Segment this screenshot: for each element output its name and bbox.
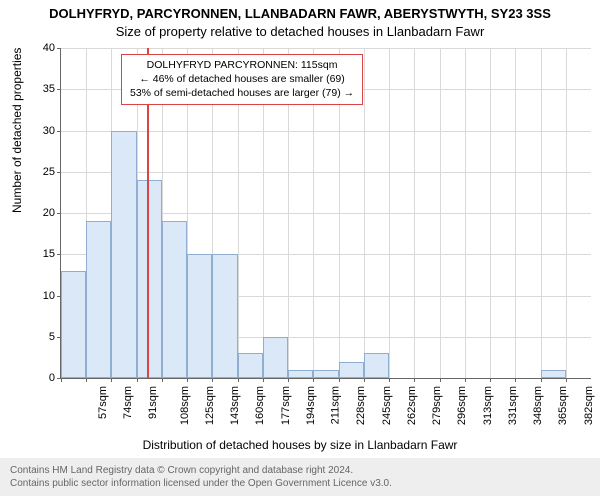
gridline-v xyxy=(541,48,542,378)
footer-line-2: Contains public sector information licen… xyxy=(10,477,590,490)
xtick-label: 348sqm xyxy=(532,386,544,425)
histogram-bar xyxy=(313,370,338,378)
histogram-bar xyxy=(238,353,263,378)
xtick-mark xyxy=(313,378,314,382)
xtick-mark xyxy=(515,378,516,382)
ytick-label: 15 xyxy=(15,248,55,260)
histogram-bar xyxy=(541,370,566,378)
xtick-mark xyxy=(111,378,112,382)
histogram-bar xyxy=(137,180,162,378)
xtick-mark xyxy=(364,378,365,382)
histogram-bar xyxy=(61,271,86,378)
histogram-bar xyxy=(187,254,212,378)
xtick-label: 313sqm xyxy=(482,386,494,425)
xtick-mark xyxy=(490,378,491,382)
footer: Contains HM Land Registry data © Crown c… xyxy=(0,458,600,496)
gridline-h xyxy=(61,48,591,49)
ytick-mark xyxy=(57,131,61,132)
xtick-label: 108sqm xyxy=(179,386,191,425)
histogram-bar xyxy=(162,221,187,378)
gridline-v xyxy=(364,48,365,378)
annotation-line-1: DOLHYFRYD PARCYRONNEN: 115sqm xyxy=(130,58,354,72)
x-axis-title: Distribution of detached houses by size … xyxy=(0,438,600,452)
xtick-mark xyxy=(238,378,239,382)
histogram-bar xyxy=(86,221,111,378)
xtick-label: 382sqm xyxy=(583,386,595,425)
xtick-mark xyxy=(162,378,163,382)
histogram-bar xyxy=(288,370,313,378)
xtick-label: 143sqm xyxy=(229,386,241,425)
xtick-label: 177sqm xyxy=(280,386,292,425)
gridline-v xyxy=(414,48,415,378)
xtick-label: 331sqm xyxy=(507,386,519,425)
xtick-label: 74sqm xyxy=(122,386,134,419)
xtick-mark xyxy=(61,378,62,382)
xtick-mark xyxy=(187,378,188,382)
gridline-h xyxy=(61,131,591,132)
xtick-label: 211sqm xyxy=(329,386,341,424)
annotation-box: DOLHYFRYD PARCYRONNEN: 115sqm← 46% of de… xyxy=(121,54,363,105)
plot-area: DOLHYFRYD PARCYRONNEN: 115sqm← 46% of de… xyxy=(60,48,591,379)
xtick-mark xyxy=(86,378,87,382)
xtick-label: 279sqm xyxy=(431,386,443,425)
xtick-mark xyxy=(465,378,466,382)
histogram-bar xyxy=(263,337,288,378)
xtick-mark xyxy=(440,378,441,382)
annotation-line-3: 53% of semi-detached houses are larger (… xyxy=(130,86,354,100)
xtick-label: 194sqm xyxy=(305,386,317,425)
xtick-mark xyxy=(566,378,567,382)
gridline-v xyxy=(515,48,516,378)
xtick-label: 91sqm xyxy=(148,386,160,419)
ytick-label: 20 xyxy=(15,207,55,219)
xtick-label: 365sqm xyxy=(557,386,569,425)
annotation-line-2: ← 46% of detached houses are smaller (69… xyxy=(130,72,354,86)
ytick-label: 0 xyxy=(15,372,55,384)
ytick-mark xyxy=(57,48,61,49)
chart-title-main: DOLHYFRYD, PARCYRONNEN, LLANBADARN FAWR,… xyxy=(0,6,600,21)
gridline-v xyxy=(566,48,567,378)
gridline-h xyxy=(61,172,591,173)
xtick-mark xyxy=(288,378,289,382)
xtick-mark xyxy=(263,378,264,382)
xtick-mark xyxy=(414,378,415,382)
xtick-label: 160sqm xyxy=(255,386,267,425)
ytick-mark xyxy=(57,172,61,173)
ytick-mark xyxy=(57,213,61,214)
xtick-mark xyxy=(212,378,213,382)
histogram-bar xyxy=(212,254,237,378)
histogram-bar xyxy=(339,362,364,379)
gridline-v xyxy=(440,48,441,378)
ytick-label: 35 xyxy=(15,83,55,95)
ytick-label: 25 xyxy=(15,166,55,178)
histogram-bar xyxy=(364,353,389,378)
gridline-v xyxy=(389,48,390,378)
ytick-mark xyxy=(57,89,61,90)
xtick-mark xyxy=(389,378,390,382)
xtick-label: 245sqm xyxy=(381,386,393,425)
gridline-v xyxy=(465,48,466,378)
ytick-mark xyxy=(57,254,61,255)
xtick-label: 262sqm xyxy=(406,386,418,425)
histogram-bar xyxy=(111,131,136,379)
chart-title-sub: Size of property relative to detached ho… xyxy=(0,24,600,39)
xtick-mark xyxy=(541,378,542,382)
ytick-label: 30 xyxy=(15,125,55,137)
ytick-label: 10 xyxy=(15,290,55,302)
chart-container: DOLHYFRYD, PARCYRONNEN, LLANBADARN FAWR,… xyxy=(0,0,600,500)
xtick-mark xyxy=(137,378,138,382)
xtick-mark xyxy=(339,378,340,382)
ytick-label: 5 xyxy=(15,331,55,343)
footer-line-1: Contains HM Land Registry data © Crown c… xyxy=(10,464,590,477)
xtick-label: 228sqm xyxy=(356,386,368,425)
xtick-label: 125sqm xyxy=(204,386,216,425)
ytick-label: 40 xyxy=(15,42,55,54)
xtick-label: 296sqm xyxy=(456,386,468,425)
xtick-label: 57sqm xyxy=(97,386,109,419)
gridline-v xyxy=(490,48,491,378)
